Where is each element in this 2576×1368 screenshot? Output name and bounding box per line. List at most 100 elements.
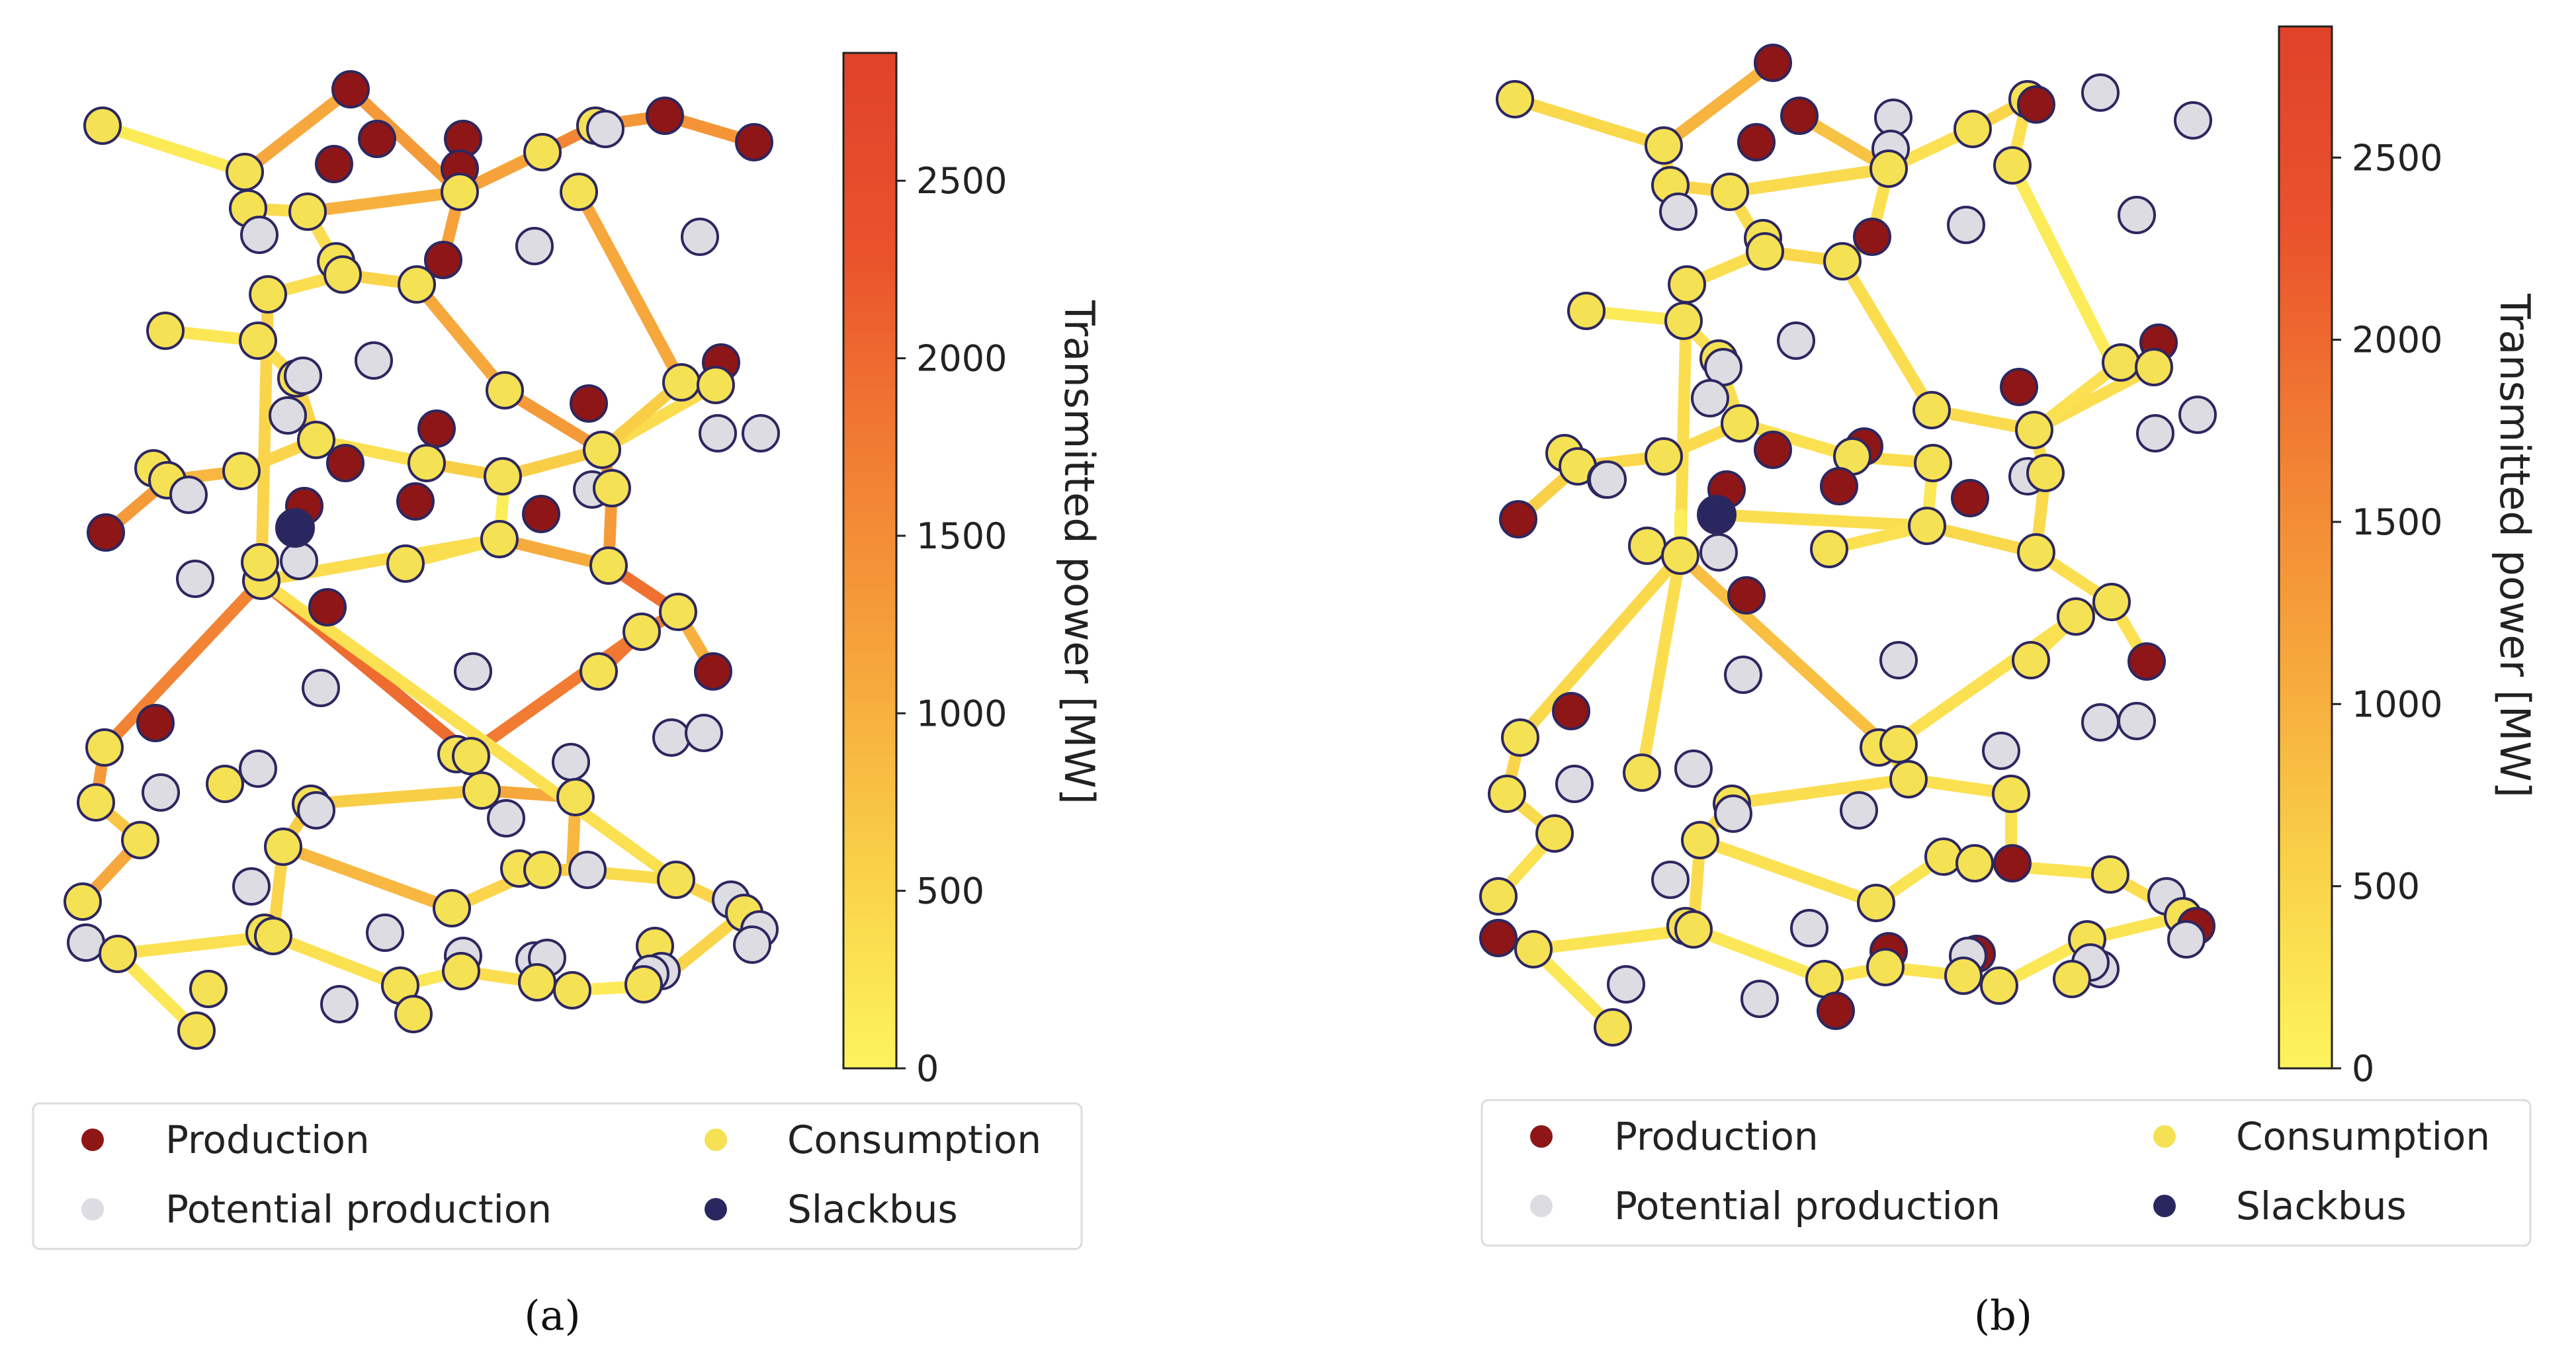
legend-a-production-marker [81, 1129, 104, 1151]
slackbus-node [1697, 495, 1737, 534]
transmission-line [2006, 159, 2118, 368]
transmission-line [1694, 834, 1882, 909]
transmission-line [1636, 550, 1686, 779]
potential-production-node [1674, 749, 1713, 788]
colorbar-tick-label: 500 [916, 871, 984, 912]
potential-production-node [2178, 396, 2217, 434]
consumption-node [85, 728, 124, 767]
consumption-node [1496, 80, 1534, 118]
consumption-node [177, 1011, 216, 1050]
production-node [331, 70, 370, 108]
consumption-node [1681, 821, 1719, 859]
potential-production-node [280, 542, 318, 580]
potential-production-node [142, 773, 180, 812]
potential-production-node [1724, 656, 1762, 694]
consumption-node [1711, 173, 1749, 211]
potential-production-node [1777, 321, 1815, 360]
potential-production-node [1840, 791, 1878, 830]
colorbar-a-ticks: 0 500 1000 1500 2000 2500 [896, 160, 1007, 1090]
transmission-line [97, 120, 251, 178]
colorbar-a-bar [842, 52, 898, 1070]
consumption-node [121, 821, 159, 859]
potential-production-node [568, 851, 607, 889]
consumption-node [254, 917, 292, 955]
potential-production-node [652, 718, 691, 757]
production-node [308, 588, 347, 626]
production-node [396, 482, 435, 521]
production-node [2127, 642, 2166, 681]
transmission-line [411, 278, 511, 396]
transmission-line [1836, 255, 1938, 416]
legend-b-potential-label: Potential production [1614, 1183, 2000, 1228]
legend-a-production-label: Production [165, 1117, 370, 1162]
production-node [326, 444, 365, 482]
colorbar-a-label: Transmitted power [MW] [1055, 300, 1103, 804]
legend-b-consumption-marker [2153, 1125, 2176, 1148]
transmission-line [1883, 611, 2082, 753]
legend-b-production-label: Production [1614, 1114, 1819, 1159]
consumption-node [1889, 760, 1928, 798]
production-node [1853, 218, 1891, 256]
transmission-line [302, 186, 466, 218]
potential-production-node [681, 218, 719, 256]
production-node [1993, 844, 2032, 882]
colorbar-b-ticks: 0 500 1000 1500 2000 2500 [2332, 137, 2442, 1090]
consumption-node [1501, 718, 1539, 757]
consumption-node [99, 935, 137, 973]
potential-production-node [67, 923, 105, 962]
legend-a-consumption-marker [705, 1129, 727, 1151]
consumption-node [398, 265, 436, 304]
production-node [1479, 919, 1518, 957]
consumption-node [1823, 242, 1862, 280]
consumption-node [1914, 444, 1952, 482]
potential-production-node [1879, 641, 1918, 679]
colorbar-tick-label: 1500 [916, 515, 1007, 557]
consumption-node [1912, 391, 1951, 429]
colorbar-b: 0 500 1000 1500 2000 2500 Transmitted power [… [2278, 25, 2539, 1090]
consumption-node [2092, 583, 2131, 621]
consumption-node [2057, 597, 2095, 636]
colorbar-tick-label: 2500 [916, 160, 1007, 202]
potential-production-node [1947, 206, 1985, 244]
consumption-node [1567, 292, 1606, 330]
legend-b-production-marker [1530, 1125, 1553, 1148]
consumption-node [657, 861, 695, 899]
potential-production-node [2174, 101, 2212, 140]
consumption-node [523, 133, 562, 171]
consumption-node [83, 107, 122, 145]
legend-a: Production Consumption Potential product… [32, 1102, 1083, 1250]
production-node [694, 652, 732, 691]
potential-production-node [454, 652, 492, 691]
potential-production-node [1714, 794, 1752, 833]
consumption-node [64, 882, 102, 921]
consumption-node [1664, 302, 1703, 340]
potential-production-node [284, 357, 322, 395]
consumption-node [1645, 126, 1683, 165]
colorbar-tick-label: 0 [916, 1048, 939, 1090]
consumption-node [1628, 527, 1666, 565]
production-node [1780, 97, 1819, 135]
colorbar-tick-label: 2000 [2352, 320, 2442, 361]
consumption-node [1721, 404, 1759, 443]
potential-production-node [742, 414, 780, 452]
consumption-node [297, 421, 335, 459]
slackbus-node [275, 508, 315, 548]
production-node [424, 241, 462, 279]
colorbar-tick-label: 1000 [916, 693, 1007, 734]
caption-b: (b) [1974, 1291, 2032, 1340]
consumption-node [386, 544, 425, 583]
network-nodes-a [64, 70, 780, 1050]
legend-a-consumption-label: Consumption [787, 1117, 1041, 1162]
transmission-line [1509, 93, 1670, 151]
consumption-node [146, 312, 185, 350]
consumption-node [553, 971, 591, 1009]
transmission-line [99, 575, 267, 753]
potential-production-node [366, 914, 404, 952]
legend-b-potential-marker [1530, 1195, 1553, 1217]
transmission-line [239, 83, 357, 178]
consumption-node [1805, 960, 1844, 998]
consumption-node [583, 431, 621, 469]
legend-b-slackbus-label: Slackbus [2236, 1183, 2407, 1228]
potential-production-node [2118, 196, 2156, 234]
